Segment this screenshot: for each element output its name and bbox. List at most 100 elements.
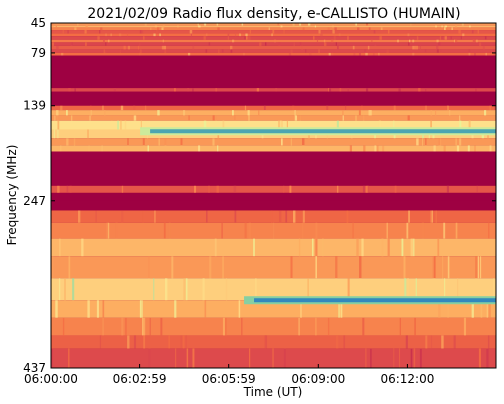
band-texture [67, 30, 69, 34]
band-texture [62, 30, 65, 34]
band-texture [307, 278, 309, 301]
band-texture [398, 88, 401, 92]
band-texture [259, 42, 262, 46]
y-tick-label: 45 [31, 16, 46, 30]
band-texture [194, 185, 197, 193]
band-texture [244, 222, 247, 239]
band-texture [430, 210, 432, 223]
band-texture [374, 42, 377, 46]
band-texture [293, 210, 296, 223]
band-texture [207, 185, 211, 193]
band-texture [121, 317, 124, 336]
band-texture [406, 278, 410, 301]
band-texture [315, 222, 318, 239]
band-texture [443, 27, 447, 31]
band-texture [68, 256, 71, 279]
band-texture [455, 23, 457, 26]
band-texture [133, 335, 137, 349]
y-axis: 45 79 139 247 437 [23, 16, 496, 375]
band-texture [206, 210, 208, 223]
band-texture [205, 49, 208, 53]
band-texture [84, 30, 87, 34]
band-texture [463, 317, 467, 336]
band-texture [327, 27, 330, 31]
band-texture [405, 335, 408, 349]
band-texture [444, 278, 446, 301]
band-texture [110, 33, 112, 37]
band-texture [368, 110, 371, 116]
band-texture [363, 49, 367, 53]
band-texture [198, 25, 201, 28]
band-texture [415, 278, 417, 301]
band-texture [271, 33, 274, 37]
band-texture [283, 30, 286, 34]
band-texture [227, 33, 230, 37]
band-texture [418, 88, 421, 92]
band-texture [407, 33, 410, 37]
band-texture [357, 27, 360, 31]
band-texture [363, 145, 366, 152]
band-texture [290, 49, 293, 53]
band-texture [469, 25, 471, 28]
band-texture [163, 45, 167, 50]
band-texture [51, 25, 54, 28]
band-texture [51, 42, 54, 46]
band-texture [253, 238, 255, 257]
frequency-band [51, 138, 496, 146]
band-texture [67, 348, 70, 368]
band-texture [316, 39, 319, 43]
band-texture [346, 210, 349, 223]
band-texture [394, 185, 397, 193]
band-texture [107, 39, 110, 43]
band-texture [214, 238, 217, 257]
band-texture [124, 120, 127, 130]
band-texture [414, 23, 416, 26]
band-texture [64, 278, 66, 301]
band-texture [337, 45, 339, 50]
band-texture [273, 222, 275, 239]
band-texture [249, 30, 252, 34]
band-texture [419, 45, 421, 50]
band-texture [370, 348, 372, 368]
band-texture [424, 49, 427, 53]
band-texture [51, 256, 54, 279]
band-texture [342, 115, 344, 121]
band-texture [454, 39, 458, 43]
frequency-band [51, 39, 496, 43]
band-texture [212, 138, 215, 146]
band-texture [87, 129, 89, 139]
band-texture [228, 27, 230, 31]
band-texture [323, 39, 326, 43]
band-texture [396, 39, 400, 43]
band-texture [161, 45, 165, 50]
band-texture [164, 278, 168, 301]
band-texture [476, 185, 478, 193]
band-texture [484, 36, 487, 40]
band-texture [126, 33, 129, 37]
band-texture [164, 49, 167, 53]
band-texture [436, 45, 439, 50]
band-texture [239, 33, 242, 37]
band-texture [387, 238, 390, 257]
band-texture [97, 36, 100, 40]
band-texture [270, 210, 273, 223]
band-texture [408, 210, 410, 223]
band-texture [412, 52, 415, 56]
band-texture [106, 222, 109, 239]
band-texture [123, 45, 126, 50]
band-texture [475, 27, 478, 31]
frequency-band [51, 27, 496, 31]
band-texture [105, 49, 107, 53]
band-texture [430, 110, 433, 116]
band-texture [376, 145, 379, 152]
band-texture [224, 317, 227, 336]
band-texture [171, 256, 174, 279]
band-texture [386, 222, 388, 239]
band-texture [241, 23, 244, 26]
band-texture [365, 348, 367, 368]
band-texture [299, 42, 302, 46]
band-texture [138, 45, 140, 50]
band-texture [314, 25, 317, 28]
band-texture [218, 49, 220, 53]
band-texture [198, 25, 200, 28]
